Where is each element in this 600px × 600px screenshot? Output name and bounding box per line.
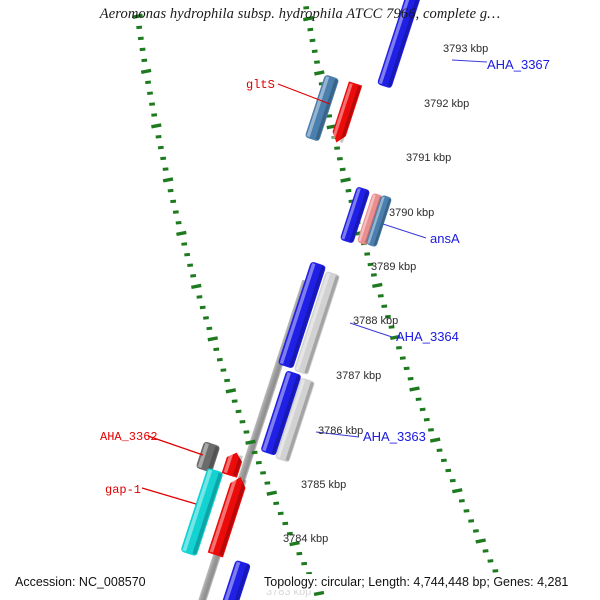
feature-glyph-AHA_3363-blue[interactable] xyxy=(260,370,301,456)
sequence-backbone[interactable] xyxy=(98,279,310,600)
gene-label-ansa[interactable]: ansA xyxy=(430,231,460,246)
feature-glyph-AHA_3367-forward[interactable] xyxy=(377,0,425,89)
feature-glyph-ansA-blue[interactable] xyxy=(340,186,371,244)
tick-label-3788-kbp: 3788 kbp xyxy=(353,315,399,327)
page-title: Aeromonas hydrophila subsp. hydrophila A… xyxy=(99,6,501,22)
tick-label-3785-kbp: 3785 kbp xyxy=(301,479,347,491)
tick-label-3791-kbp: 3791 kbp xyxy=(406,152,452,164)
feature-glyph-red-long-lower[interactable] xyxy=(207,475,249,558)
tick-label-3792-kbp: 3792 kbp xyxy=(424,98,470,110)
feature-glyph-red-short-top[interactable] xyxy=(221,450,245,478)
gene-label-aha-3367[interactable]: AHA_3367 xyxy=(487,57,550,72)
feature-glyph-gltS-reverse[interactable] xyxy=(305,74,340,141)
tick-label-3784-kbp: 3784 kbp xyxy=(283,533,329,545)
leader-lines-red xyxy=(141,83,331,505)
leader-lines-blue xyxy=(315,59,488,438)
gene-label-aha-3362[interactable]: AHA_3362 xyxy=(100,430,158,444)
feature-glyph-AHA_3363-gray[interactable] xyxy=(275,377,316,462)
feature-glyphs[interactable] xyxy=(180,0,425,600)
feature-glyph-blue-bottom[interactable] xyxy=(221,560,251,600)
feature-glyph-gap-1-cyan[interactable] xyxy=(180,468,223,557)
tick-label-3783-kbp: 3783 kbp xyxy=(266,586,312,598)
feature-glyph-ansA-steel[interactable] xyxy=(366,195,393,248)
gene-label-gap-1[interactable]: gap-1 xyxy=(105,483,142,497)
gene-label-aha-3364[interactable]: AHA_3364 xyxy=(396,329,459,344)
feature-glyph-AHA_3364-blue[interactable] xyxy=(278,261,327,369)
tick-label-3793-kbp: 3793 kbp xyxy=(443,43,489,55)
tick-label-3790-kbp: 3790 kbp xyxy=(389,207,435,219)
gene-label-aha-3363[interactable]: AHA_3363 xyxy=(363,429,426,444)
tick-label-3786-kbp: 3786 kbp xyxy=(318,425,364,437)
ruler-ticks-left xyxy=(132,13,325,597)
feature-glyph-gltS-forward[interactable] xyxy=(330,81,363,144)
feature-glyph-AHA_3364-gray[interactable] xyxy=(294,271,341,375)
tick-label-3787-kbp: 3787 kbp xyxy=(336,370,382,382)
tick-label-3789-kbp: 3789 kbp xyxy=(371,261,417,273)
gene-label-glts[interactable]: gltS xyxy=(246,78,275,92)
feature-glyph-AHA_3362-gray[interactable] xyxy=(196,441,221,473)
